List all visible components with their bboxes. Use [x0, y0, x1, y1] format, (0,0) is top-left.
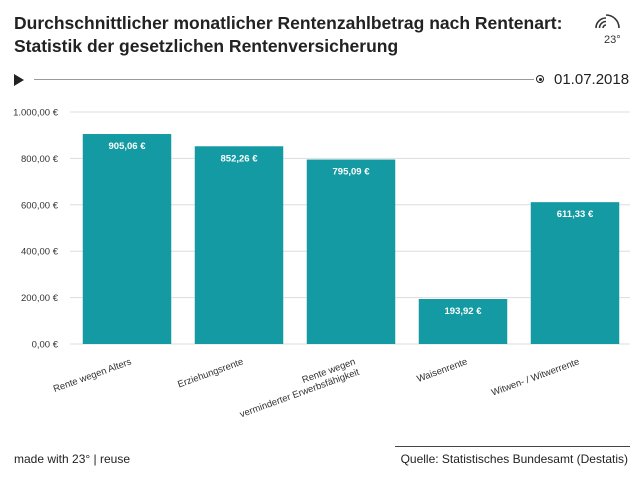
bar[interactable]	[418, 299, 508, 344]
y-tick-label: 0,00 €	[32, 340, 59, 351]
play-icon[interactable]	[14, 74, 24, 86]
timeline-track[interactable]	[34, 79, 534, 80]
bar-value-label: 193,92 €	[445, 306, 483, 317]
bar[interactable]	[82, 134, 172, 344]
x-tick-label-line: Rente wegen Alters	[52, 356, 133, 395]
y-tick-label: 200,00 €	[21, 293, 59, 304]
bar[interactable]	[194, 146, 284, 344]
statista-23-logo-icon[interactable]: 23°	[590, 12, 628, 46]
timeline-date: 01.07.2018	[554, 71, 630, 88]
x-tick-label-line: Erziehungsrente	[176, 356, 245, 390]
y-tick-label: 400,00 €	[21, 247, 59, 258]
x-tick-label-line: Waisenrente	[415, 356, 469, 384]
made-with-link[interactable]: made with 23°	[14, 452, 91, 466]
source-text: Quelle: Statistisches Bundesamt (Destati…	[400, 452, 628, 466]
x-tick-label: Erziehungsrente	[176, 356, 245, 390]
footer-credits: made with 23° | reuse	[14, 452, 130, 466]
footer-separator: |	[93, 452, 97, 466]
x-tick-label: Waisenrente	[415, 356, 469, 384]
bar-value-label: 852,26 €	[221, 153, 259, 164]
logo-text: 23°	[604, 34, 621, 46]
y-tick-label: 800,00 €	[21, 154, 59, 165]
x-tick-label: Witwen- / Witwerrente	[490, 356, 581, 398]
x-tick-label-line: Witwen- / Witwerrente	[490, 356, 581, 398]
bar-value-label: 905,06 €	[109, 141, 147, 152]
y-tick-label: 600,00 €	[21, 200, 59, 211]
bar-chart: 0,00 € 200,00 € 400,00 € 600,00 € 800,00 € 1.…	[13, 108, 630, 421]
timeline-handle[interactable]	[536, 75, 544, 83]
bar[interactable]	[306, 159, 396, 344]
reuse-link[interactable]: reuse	[99, 452, 131, 466]
chart-title: Durchschnittlicher monatlicher Rentenzah…	[14, 13, 563, 56]
y-tick-label: 1.000,00 €	[13, 108, 59, 119]
bar-value-label: 611,33 €	[557, 209, 594, 220]
bar-value-label: 795,09 €	[333, 167, 371, 178]
x-tick-label-line: verminderter Erwerbsfähigkeit	[238, 367, 361, 421]
timeline: 01.07.2018	[0, 68, 640, 92]
footer-divider	[395, 446, 630, 447]
x-tick-label: Rente wegen Alters	[52, 356, 133, 395]
bar[interactable]	[530, 202, 620, 344]
